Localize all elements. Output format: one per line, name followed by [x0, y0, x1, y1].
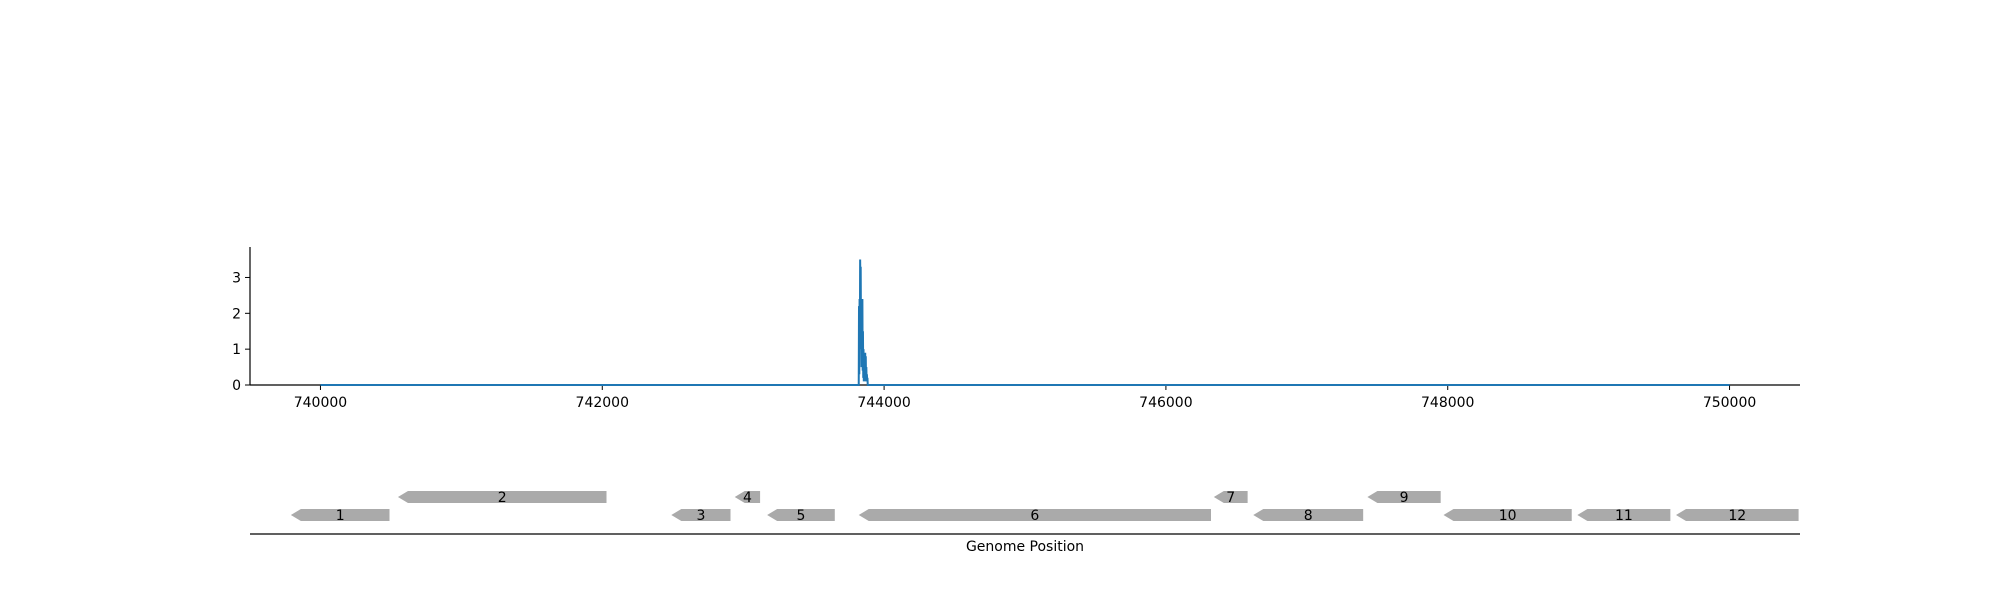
gene-label: 5: [796, 508, 805, 524]
x-axis-title: Genome Position: [966, 539, 1084, 555]
y-tick-label: 0: [232, 378, 241, 394]
x-tick-label: 742000: [576, 395, 629, 411]
gene-label: 1: [336, 508, 345, 524]
x-tick-label: 740000: [294, 395, 347, 411]
gene-label: 7: [1226, 490, 1235, 506]
gene-label: 9: [1400, 490, 1409, 506]
gene-arrow: [397, 491, 607, 503]
gene-arrow: [671, 509, 731, 521]
y-tick-label: 3: [232, 270, 241, 286]
gene-arrow: [1577, 509, 1671, 521]
gene-arrow: [1213, 491, 1248, 503]
gene-arrow: [1676, 509, 1799, 521]
coverage-series-line: [320, 259, 1730, 386]
x-tick-label: 750000: [1703, 395, 1756, 411]
gene-arrow: [1443, 509, 1572, 521]
gene-label: 10: [1499, 508, 1517, 524]
x-tick-label: 748000: [1421, 395, 1474, 411]
gene-label: 4: [743, 490, 752, 506]
y-tick-label: 1: [232, 342, 241, 358]
gene-label: 8: [1304, 508, 1313, 524]
gene-label: 11: [1615, 508, 1633, 524]
x-tick-label: 746000: [1139, 395, 1192, 411]
gene-arrow: [290, 509, 390, 521]
gene-arrow: [1253, 509, 1364, 521]
gene-label: 2: [498, 490, 507, 506]
coverage-plot: 0 1 2 3 740000 742000 744000 746000 748000 750000: [232, 247, 1800, 411]
gene-arrow: [734, 491, 761, 503]
y-tick-label: 2: [232, 306, 241, 322]
gene-arrow: [858, 509, 1211, 521]
gene-label: 6: [1030, 508, 1039, 524]
gene-label: 3: [696, 508, 705, 524]
gene-label: 12: [1728, 508, 1746, 524]
gene-arrow: [1367, 491, 1441, 503]
x-tick-label: 744000: [857, 395, 910, 411]
gene-arrow: [767, 509, 835, 521]
